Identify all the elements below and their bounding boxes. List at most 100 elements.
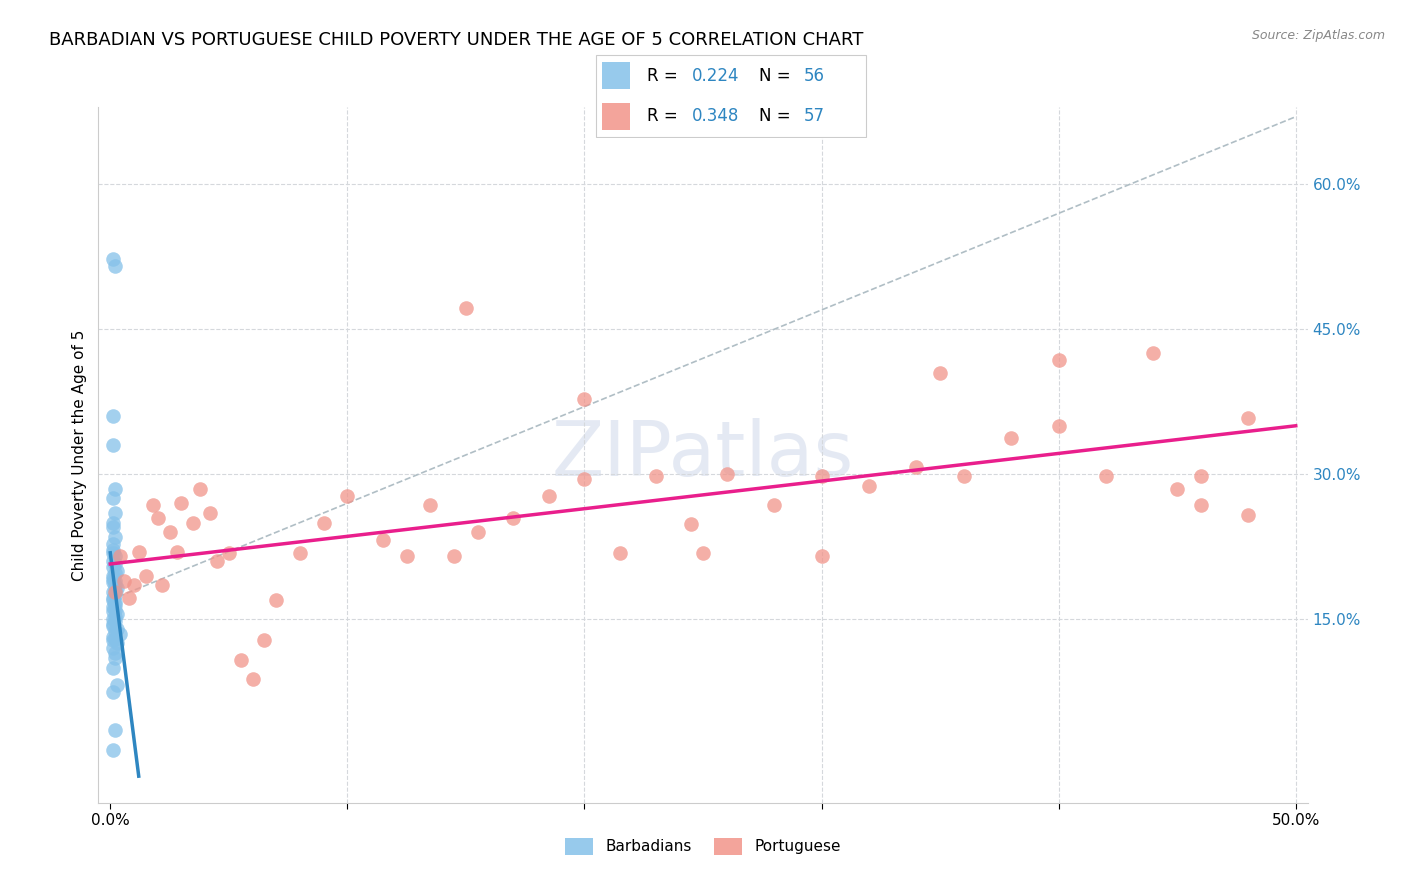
Point	[101, 554, 124, 568]
Point	[108, 549, 131, 564]
Point	[1047, 353, 1070, 368]
Point	[128, 544, 150, 558]
Point	[104, 557, 127, 571]
Text: ZIPatlas: ZIPatlas	[551, 418, 855, 491]
Point	[105, 678, 128, 692]
Point	[101, 633, 124, 648]
Point	[644, 469, 666, 483]
Point	[105, 636, 128, 650]
Point	[229, 653, 252, 667]
Point	[1166, 482, 1188, 496]
Point	[181, 516, 204, 530]
Point	[104, 583, 127, 598]
Point	[242, 672, 264, 686]
Point	[105, 582, 128, 596]
Text: 57: 57	[804, 107, 825, 125]
Point	[101, 592, 124, 607]
Point	[218, 546, 240, 561]
Point	[104, 585, 127, 599]
Point	[467, 525, 489, 540]
Point	[101, 520, 124, 534]
Point	[1000, 431, 1022, 445]
Point	[104, 723, 127, 738]
Text: R =: R =	[647, 107, 683, 125]
Point	[104, 646, 127, 660]
Point	[198, 506, 221, 520]
Point	[104, 598, 127, 612]
Point	[104, 624, 127, 638]
Point	[101, 542, 124, 557]
Point	[105, 622, 128, 636]
Point	[502, 510, 524, 524]
Point	[443, 549, 465, 564]
Point	[454, 301, 477, 315]
Point	[101, 630, 124, 644]
Point	[1142, 346, 1164, 360]
Point	[104, 566, 127, 580]
Point	[104, 602, 127, 616]
Point	[101, 560, 124, 574]
Point	[1095, 469, 1118, 483]
Point	[101, 568, 124, 582]
Point	[253, 633, 276, 648]
Point	[537, 489, 560, 503]
Point	[371, 533, 394, 547]
Point	[118, 591, 141, 605]
Text: BARBADIAN VS PORTUGUESE CHILD POVERTY UNDER THE AGE OF 5 CORRELATION CHART: BARBADIAN VS PORTUGUESE CHILD POVERTY UN…	[49, 31, 863, 49]
Point	[1189, 498, 1212, 512]
Point	[152, 578, 174, 592]
Point	[142, 498, 165, 512]
Point	[101, 599, 124, 614]
Point	[810, 469, 832, 483]
Point	[929, 366, 952, 380]
Point	[104, 632, 127, 646]
Point	[205, 554, 228, 568]
Point	[574, 392, 596, 406]
Point	[1189, 469, 1212, 483]
Point	[952, 469, 974, 483]
Point	[104, 578, 127, 592]
Point	[101, 516, 124, 530]
Point	[101, 537, 124, 551]
Point	[101, 591, 124, 605]
Point	[692, 546, 714, 561]
Point	[146, 510, 169, 524]
Point	[104, 482, 127, 496]
Point	[101, 491, 124, 506]
Point	[104, 588, 127, 602]
Point	[104, 595, 127, 609]
Point	[101, 572, 124, 586]
Point	[104, 610, 127, 624]
Point	[105, 607, 128, 622]
Text: R =: R =	[647, 67, 683, 85]
Point	[114, 574, 136, 588]
Point	[716, 467, 738, 482]
Point	[858, 479, 880, 493]
Y-axis label: Child Poverty Under the Age of 5: Child Poverty Under the Age of 5	[72, 329, 87, 581]
Point	[336, 489, 359, 503]
Point	[104, 506, 127, 520]
Text: N =: N =	[759, 67, 796, 85]
Point	[159, 525, 181, 540]
Point	[264, 592, 287, 607]
Point	[101, 546, 124, 561]
Point	[104, 614, 127, 628]
Point	[609, 546, 631, 561]
Point	[104, 651, 127, 665]
Point	[101, 684, 124, 698]
Text: N =: N =	[759, 107, 796, 125]
Point	[288, 546, 311, 561]
Point	[105, 564, 128, 578]
Point	[190, 482, 212, 496]
Point	[104, 260, 127, 274]
Point	[763, 498, 786, 512]
FancyBboxPatch shape	[596, 55, 866, 136]
Point	[1237, 411, 1260, 425]
Text: 0.348: 0.348	[692, 107, 740, 125]
Point	[312, 516, 335, 530]
Point	[101, 641, 124, 656]
Point	[101, 438, 124, 452]
Point	[101, 585, 124, 599]
Text: 56: 56	[804, 67, 825, 85]
Text: 0.224: 0.224	[692, 67, 740, 85]
